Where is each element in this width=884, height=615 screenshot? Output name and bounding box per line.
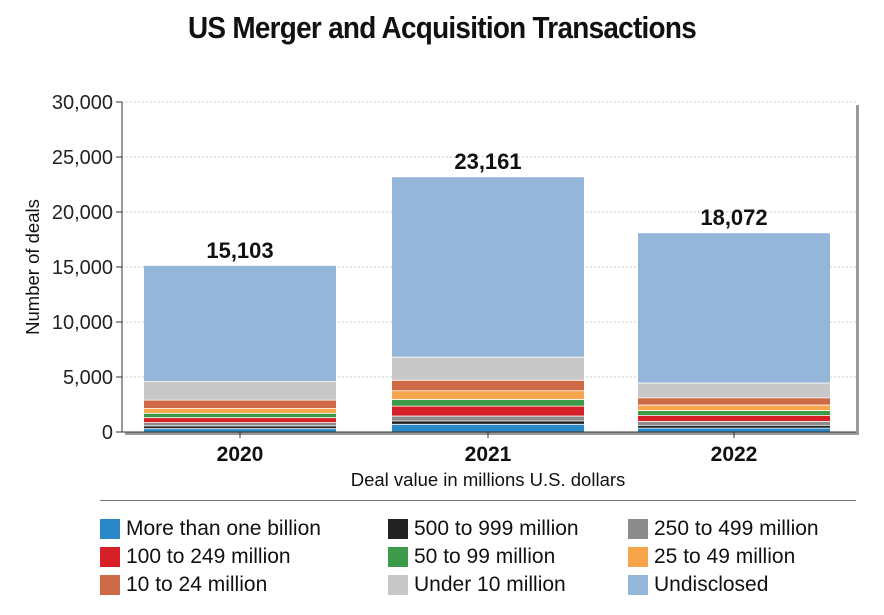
bar-segment	[638, 415, 830, 422]
legend-label: 100 to 249 million	[126, 545, 291, 568]
legend-item: 100 to 249 million	[100, 544, 291, 570]
bar-segment	[144, 413, 336, 418]
bar-segment	[144, 425, 336, 429]
legend-swatch	[100, 547, 120, 567]
bar-segment	[392, 406, 584, 417]
y-tick-label: 0	[102, 422, 113, 444]
axes	[116, 101, 856, 438]
bar-segment	[638, 410, 830, 416]
bar-segment	[144, 422, 336, 426]
x-axis-label: Deal value in millions U.S. dollars	[351, 469, 626, 490]
legend-item: 10 to 24 million	[100, 572, 267, 598]
legend-item: 250 to 499 million	[628, 516, 819, 542]
bar-segment	[638, 383, 830, 398]
bars	[144, 177, 830, 432]
legend-label: Undisclosed	[654, 573, 769, 596]
legend-swatch	[388, 519, 408, 539]
bar-segment	[638, 421, 830, 426]
legend-swatch	[388, 575, 408, 595]
y-tick-label: 20,000	[52, 202, 113, 224]
legend-swatch	[628, 519, 648, 539]
legend-swatch	[100, 575, 120, 595]
bar-segment	[144, 265, 336, 382]
legend-label: More than one billion	[126, 517, 321, 540]
legend-label: 500 to 999 million	[414, 517, 579, 540]
legend-swatch	[628, 575, 648, 595]
bar-segment	[392, 424, 584, 432]
bar-segment	[638, 405, 830, 411]
x-tick-label: 2022	[711, 443, 758, 466]
bar-segment	[638, 397, 830, 406]
bar-segment	[392, 399, 584, 407]
bar-segment	[392, 380, 584, 391]
bar-segment	[392, 357, 584, 381]
legend-divider	[100, 500, 856, 501]
bar-total-label: 15,103	[206, 238, 273, 263]
legend-item: 500 to 999 million	[388, 516, 579, 542]
bar-segment	[638, 425, 830, 429]
bar-segment	[144, 381, 336, 401]
legend-item: Undisclosed	[628, 572, 768, 598]
chart-title: US Merger and Acquisition Transactions	[187, 10, 697, 45]
y-axis-label: Number of deals	[22, 199, 43, 335]
legend-swatch	[388, 547, 408, 567]
bar-segment	[144, 428, 336, 432]
legend-item: 25 to 49 million	[628, 544, 795, 570]
bar-segment	[392, 390, 584, 400]
legend-swatch	[628, 547, 648, 567]
chart-plot: 0 5,000 10,000 15,000 20,000 25,000 30,000 2020…	[22, 92, 859, 490]
legend-item: 50 to 99 million	[388, 544, 555, 570]
legend-item: Under 10 million	[388, 572, 566, 598]
bar-total-label: 18,072	[700, 205, 767, 230]
y-tick-label: 10,000	[52, 312, 113, 334]
y-tick-label: 25,000	[52, 147, 113, 169]
bar-segment	[144, 417, 336, 423]
legend-label: 10 to 24 million	[126, 573, 268, 596]
bar-segment	[392, 177, 584, 358]
x-tick-label: 2020	[217, 443, 264, 466]
bar-segment	[638, 233, 830, 384]
y-tick-label: 5,000	[63, 367, 113, 389]
legend-swatch	[100, 519, 120, 539]
x-tick-label: 2021	[465, 443, 512, 466]
bar-segment	[392, 416, 584, 421]
legend-label: 50 to 99 million	[414, 545, 556, 568]
bar-segment	[144, 408, 336, 414]
bar-segment	[144, 400, 336, 409]
y-tick-label: 30,000	[52, 92, 113, 114]
legend-label: Under 10 million	[414, 573, 566, 596]
bar-segment	[392, 421, 584, 425]
bar-segment	[638, 428, 830, 432]
labels: 0 5,000 10,000 15,000 20,000 25,000 30,000 2020…	[22, 92, 768, 490]
legend-item: More than one billion	[100, 516, 321, 542]
y-tick-label: 15,000	[52, 257, 113, 279]
legend-label: 25 to 49 million	[654, 545, 796, 568]
legend-label: 250 to 499 million	[654, 517, 819, 540]
bar-total-label: 23,161	[454, 149, 521, 174]
